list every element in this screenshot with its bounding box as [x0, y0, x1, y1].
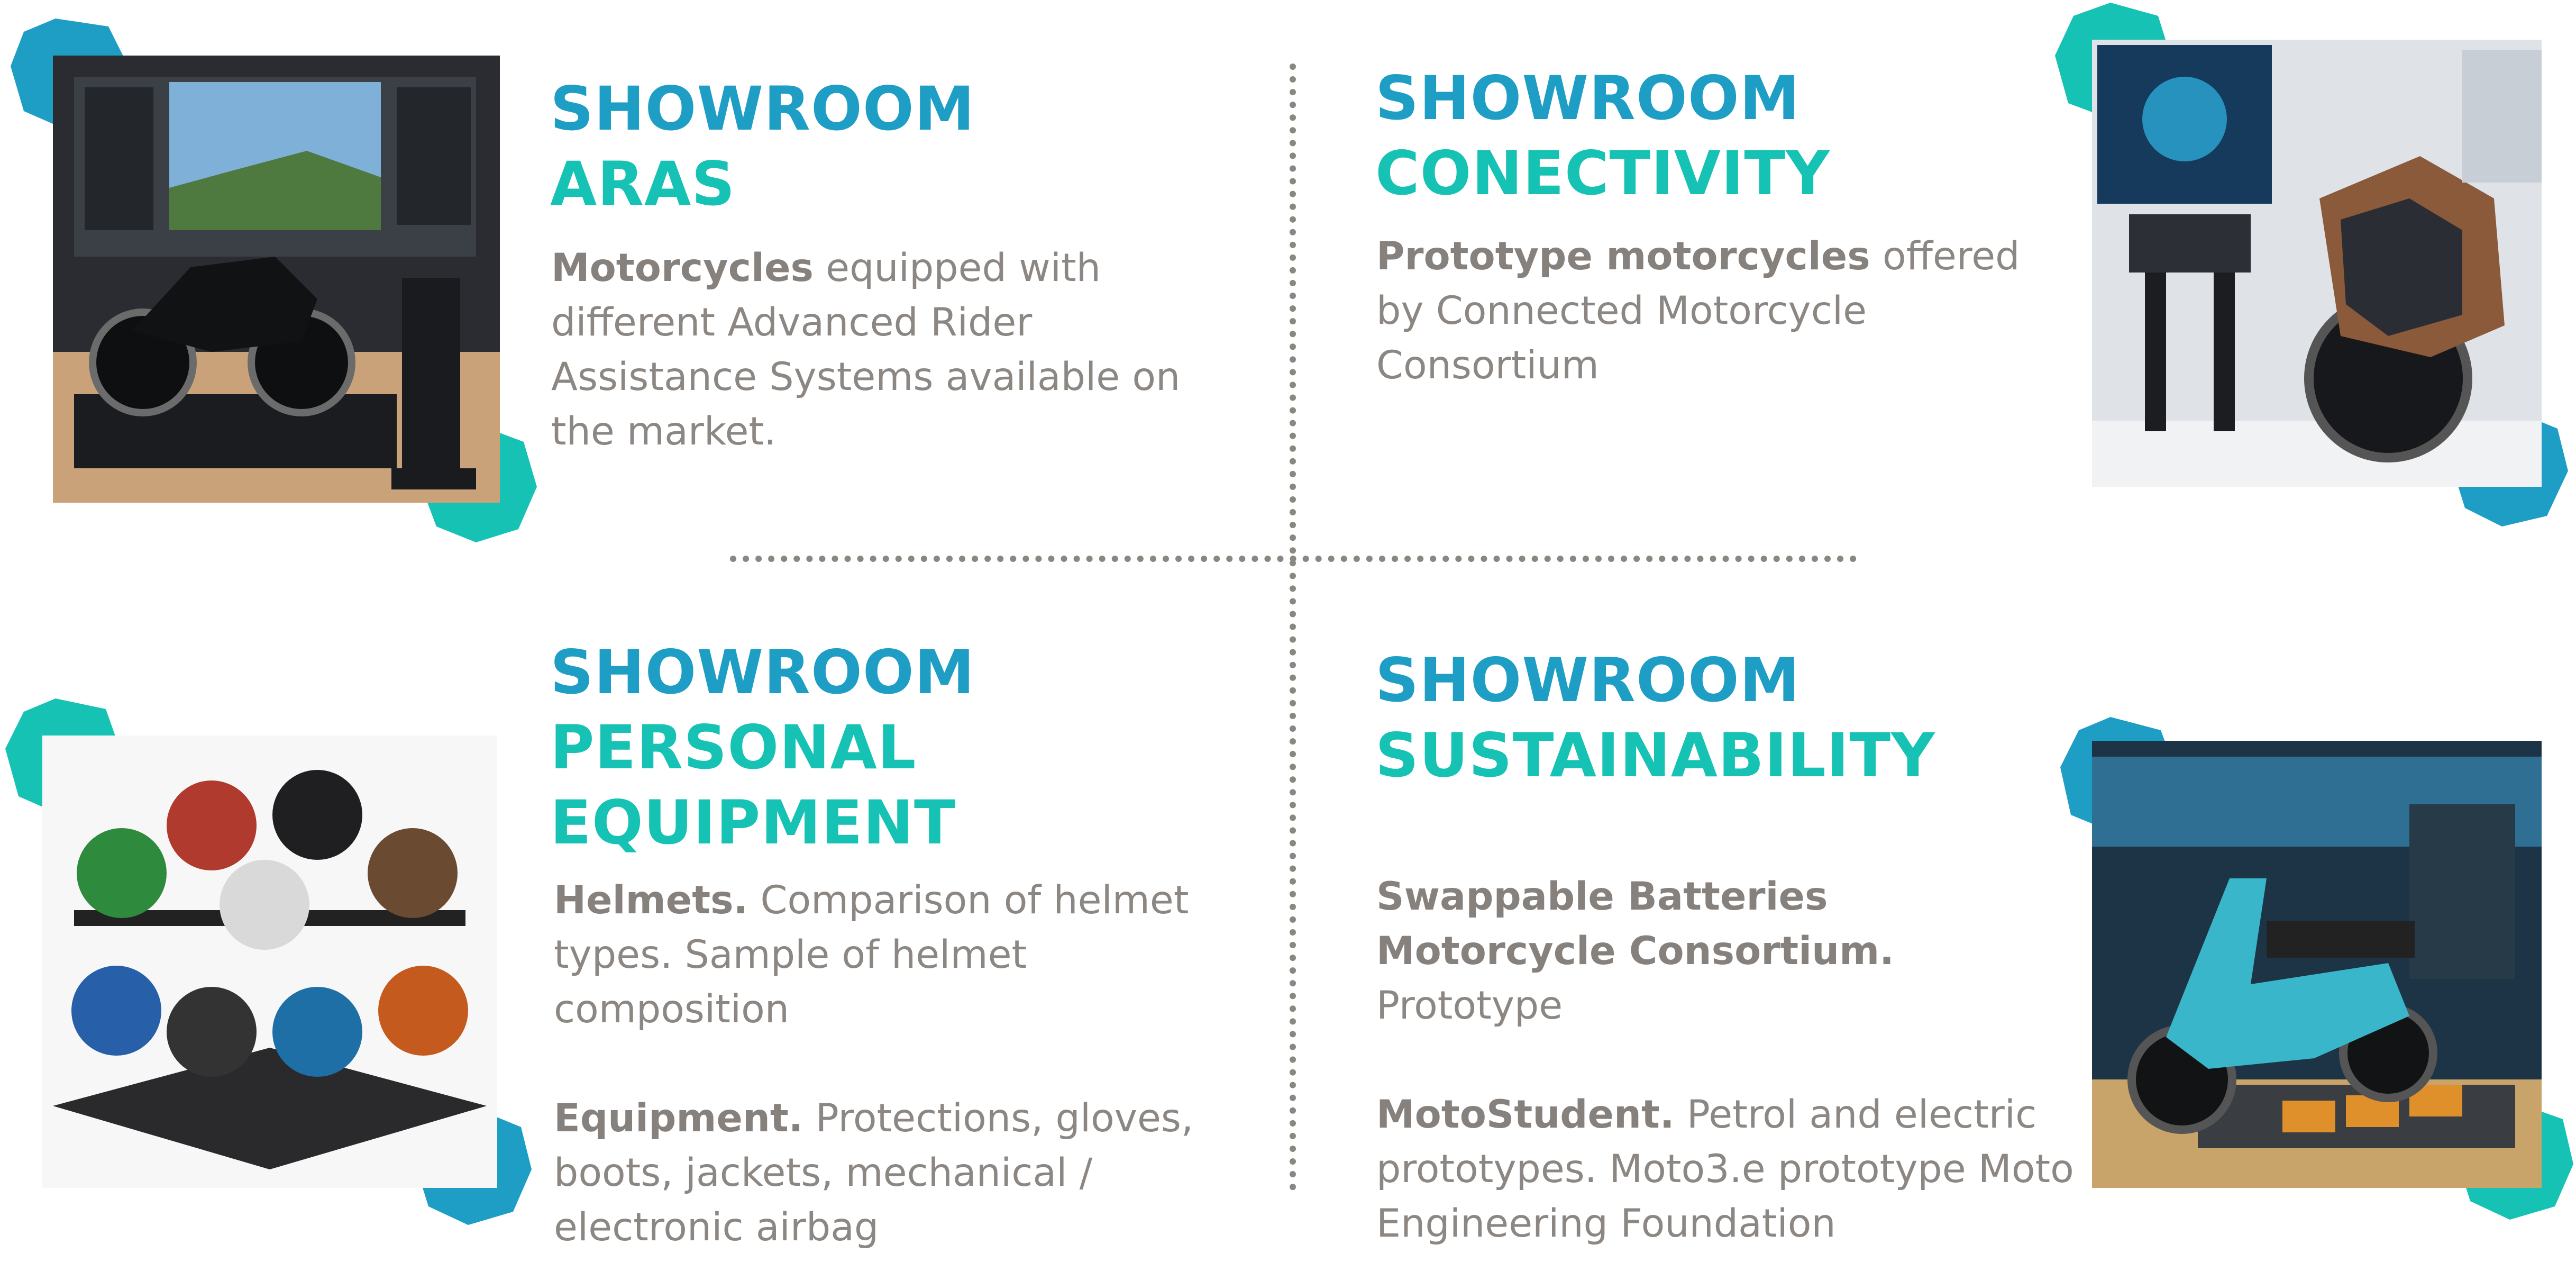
connected-motorcycle-icon	[2092, 40, 2542, 487]
sustainability-image	[2092, 741, 2542, 1188]
helmets-description: Helmets. Comparison of helmet types. Sam…	[554, 873, 1263, 1037]
vertical-divider	[1290, 63, 1296, 1191]
connectivity-title-line1: SHOWROOM	[1375, 63, 1801, 133]
electric-scooter-icon	[2092, 741, 2542, 1188]
connectivity-desc-bold: Prototype motorcycles	[1376, 234, 1870, 279]
swappable-batteries-description: Swappable Batteries Motorcycle Consortiu…	[1376, 869, 2075, 1033]
helmets-desc-text: Comparison of helmet types. Sample of he…	[554, 878, 1189, 1032]
swappable-desc-text: Prototype	[1376, 983, 1563, 1028]
aras-desc-bold: Motorcycles	[551, 246, 814, 290]
horizontal-divider	[730, 556, 1857, 562]
swappable-desc-bold: Swappable Batteries Motorcycle Consortiu…	[1376, 874, 1894, 974]
equipment-desc-bold: Equipment.	[554, 1096, 803, 1141]
personal-title-line2: PERSONAL	[550, 712, 917, 783]
equipment-description: Equipment. Protections, gloves, boots, j…	[554, 1091, 1263, 1255]
helmet-display-icon	[42, 736, 497, 1188]
equipment-desc-text: Protections, gloves, boots, jackets, mec…	[554, 1096, 1194, 1250]
aras-title-line2: ARAS	[550, 149, 736, 219]
connectivity-title-line2: CONECTIVITY	[1375, 138, 1830, 208]
connectivity-description: Prototype motorcycles offered by Connect…	[1376, 229, 2032, 393]
sustainability-title-line1: SHOWROOM	[1375, 645, 1801, 715]
connectivity-showroom-image	[2092, 40, 2542, 487]
aras-title-line1: SHOWROOM	[550, 74, 975, 144]
motostudent-description: MotoStudent. Petrol and electric prototy…	[1376, 1087, 2075, 1251]
aras-desc-text: equipped with different Advanced Rider A…	[551, 246, 1181, 454]
motostudent-desc-text: Petrol and electric prototypes. Moto3.e …	[1376, 1092, 2074, 1246]
personal-title-line1: SHOWROOM	[550, 637, 975, 707]
aras-showroom-image	[53, 56, 500, 503]
sustainability-title-line2: SUSTAINABILITY	[1375, 720, 1935, 791]
personal-title-line3: EQUIPMENT	[550, 787, 956, 858]
aras-description: Motorcycles equipped with different Adva…	[551, 241, 1244, 459]
motorcycle-showroom-icon	[53, 56, 500, 503]
motostudent-desc-bold: MotoStudent.	[1376, 1092, 1675, 1137]
personal-equipment-image	[42, 736, 497, 1188]
connectivity-desc-text: offered by Connected Motorcycle Consorti…	[1376, 234, 2020, 388]
helmets-desc-bold: Helmets.	[554, 878, 748, 923]
